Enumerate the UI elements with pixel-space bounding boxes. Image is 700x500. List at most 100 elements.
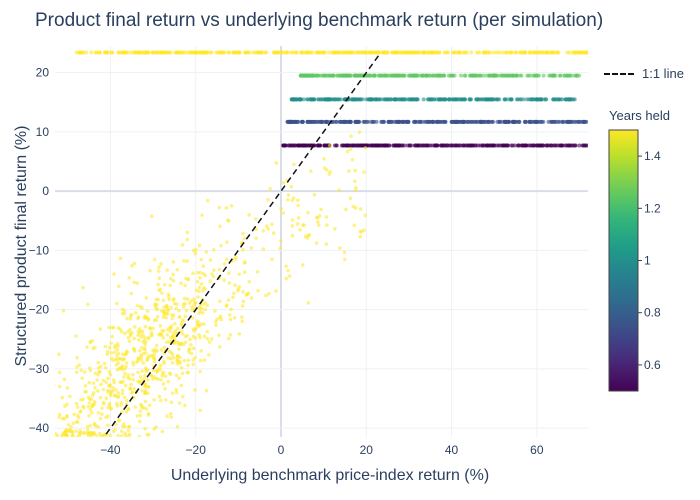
data-point [278, 246, 282, 251]
data-point [411, 119, 416, 124]
data-point [327, 172, 332, 176]
data-point [87, 397, 92, 401]
legend-label: 1:1 line [642, 66, 684, 81]
data-point [124, 352, 128, 356]
data-point [157, 276, 162, 280]
data-point [113, 345, 117, 350]
data-point [217, 299, 222, 304]
data-point [71, 433, 75, 437]
data-point [76, 413, 80, 418]
data-point [132, 325, 137, 329]
data-point [322, 73, 327, 78]
data-point [270, 257, 274, 262]
data-point [507, 73, 512, 78]
data-point [379, 143, 384, 148]
data-point [193, 251, 198, 256]
data-point [456, 50, 461, 55]
data-point [512, 143, 517, 148]
data-point [475, 50, 480, 55]
data-point [352, 223, 357, 228]
data-point [57, 415, 61, 419]
data-point [531, 50, 536, 55]
data-point [158, 324, 163, 328]
data-point [214, 323, 218, 327]
data-point [462, 97, 467, 102]
data-point [123, 383, 128, 388]
data-point [308, 50, 313, 55]
data-point [154, 368, 159, 373]
data-point [326, 50, 331, 55]
data-point [135, 281, 140, 285]
data-point [203, 307, 208, 312]
data-point [174, 390, 179, 395]
data-point [205, 198, 210, 203]
data-point [147, 326, 152, 330]
data-point [144, 351, 148, 355]
data-point [191, 248, 196, 253]
data-point [211, 247, 216, 252]
data-point [366, 50, 371, 55]
data-point [515, 97, 520, 102]
legend[interactable]: 1:1 line [604, 66, 684, 81]
data-point [394, 143, 399, 148]
x-tick-label: 0 [278, 443, 285, 457]
data-point [197, 306, 201, 310]
data-point [577, 143, 582, 148]
data-point [172, 333, 176, 338]
data-point [89, 435, 94, 437]
data-point [431, 50, 436, 55]
data-point [579, 50, 584, 55]
data-point [130, 263, 134, 268]
data-point [168, 356, 173, 361]
data-point [114, 363, 119, 367]
data-point [341, 50, 346, 55]
data-point [450, 73, 455, 78]
data-point [132, 261, 137, 266]
data-point [191, 50, 196, 55]
data-point [175, 302, 179, 307]
data-point [149, 214, 154, 219]
data-point [166, 308, 171, 312]
data-point [531, 73, 536, 78]
data-point [227, 281, 232, 285]
data-point [110, 325, 114, 330]
data-point [114, 422, 118, 427]
data-point [159, 378, 163, 382]
data-point [414, 50, 419, 55]
data-point [514, 50, 519, 55]
data-point [523, 119, 528, 124]
data-point [110, 334, 115, 339]
data-point [165, 333, 170, 337]
data-point [335, 97, 340, 102]
data-point [319, 207, 323, 212]
data-point [229, 203, 234, 208]
data-point [152, 353, 156, 357]
data-point [483, 50, 488, 55]
data-point [445, 143, 450, 148]
data-point [161, 382, 166, 386]
data-point [61, 433, 65, 437]
data-point [143, 347, 147, 351]
data-point [198, 369, 203, 374]
data-point [11, 432, 15, 436]
data-point [96, 360, 100, 365]
data-point [86, 302, 90, 307]
data-point [159, 363, 163, 367]
data-point [391, 119, 396, 124]
colorbar-tick-label: 0.8 [644, 306, 661, 320]
data-point [132, 336, 136, 341]
data-point [369, 50, 374, 55]
data-point [162, 283, 167, 287]
data-point [107, 325, 111, 330]
data-point [456, 97, 461, 102]
data-point [171, 278, 176, 283]
data-point [342, 250, 347, 255]
data-point [199, 257, 204, 262]
data-point [120, 311, 125, 316]
y-tick-label: −20 [29, 303, 50, 317]
data-point [94, 50, 99, 55]
data-point [185, 259, 189, 263]
data-point [331, 50, 336, 55]
data-point [82, 370, 87, 374]
data-point [155, 314, 160, 319]
